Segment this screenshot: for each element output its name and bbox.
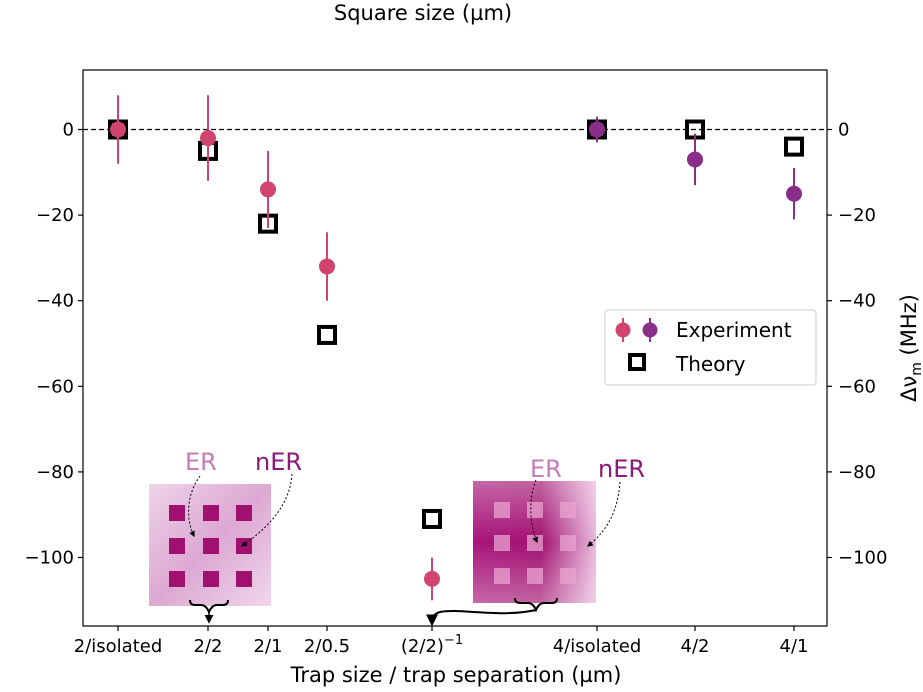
plot-area — [82, 69, 828, 627]
x-axis-label: Trap size / trap separation (µm) — [290, 663, 622, 687]
y-tick-label-right: −60 — [838, 376, 876, 397]
inset1-er-label: ER — [185, 448, 217, 476]
y-tick-label-left: −80 — [36, 462, 74, 483]
experiment-point — [200, 130, 216, 147]
x-ticks: 2/isolated 2/2 2/1 2/0.5 (2/2)−1 4/isolated 4/… — [74, 626, 809, 657]
chart-title: Square size (µm) — [334, 1, 512, 25]
y-tick-label-right: −100 — [838, 548, 887, 569]
experiment-series — [110, 95, 802, 601]
x-tick-label: (2/2)−1 — [401, 633, 463, 657]
y-tick-label-left: 0 — [63, 120, 74, 141]
x-tick-label: 2/2 — [194, 636, 223, 657]
x-tick-label: 2/isolated — [74, 636, 163, 657]
y-tick-label-left: −60 — [36, 376, 74, 397]
experiment-point — [110, 121, 126, 138]
legend: Experiment Theory — [604, 309, 817, 386]
y-tick-label-right: 0 — [838, 120, 849, 141]
inset-inverse-array: ER nER — [426, 455, 645, 627]
legend-box — [604, 309, 817, 386]
theory-point — [784, 136, 804, 157]
experiment-point — [424, 570, 440, 587]
y-tick-label-left: −100 — [25, 548, 74, 569]
inset2-er-label: ER — [530, 455, 562, 483]
experiment-point — [589, 121, 605, 138]
legend-experiment-marker-purple — [642, 322, 658, 338]
legend-theory-label: Theory — [675, 352, 746, 376]
y-tick-label-right: −40 — [838, 291, 876, 312]
legend-experiment-label: Experiment — [676, 318, 792, 342]
legend-theory-marker — [628, 353, 646, 371]
theory-point — [317, 324, 337, 345]
y-ticks: 0 0 −20 −20 −40 −40 −60 −60 −80 −80 −100 −100 — [25, 120, 888, 569]
experiment-point — [319, 258, 335, 275]
y-tick-label-right: −80 — [838, 462, 876, 483]
legend-experiment-marker-pink — [615, 322, 631, 338]
experiment-point — [786, 185, 802, 202]
x-tick-label: 2/1 — [254, 636, 283, 657]
y-tick-label-left: −40 — [36, 291, 74, 312]
inset2-ner-label: nER — [598, 455, 645, 483]
inset-2x2-array: ER nER — [149, 448, 302, 624]
x-tick-label: 4/2 — [681, 636, 710, 657]
x-tick-label: 2/0.5 — [304, 636, 350, 657]
x-tick-label: 4/1 — [780, 636, 809, 657]
theory-point — [422, 508, 442, 529]
x-tick-label: 4/isolated — [553, 636, 642, 657]
y-tick-label-left: −20 — [36, 205, 74, 226]
y-axis-label-right: Δνm (MHz) — [897, 294, 923, 402]
y-tick-label-right: −20 — [838, 205, 876, 226]
inset1-ner-label: nER — [255, 448, 302, 476]
experiment-point — [260, 181, 276, 198]
experiment-point — [687, 151, 703, 168]
